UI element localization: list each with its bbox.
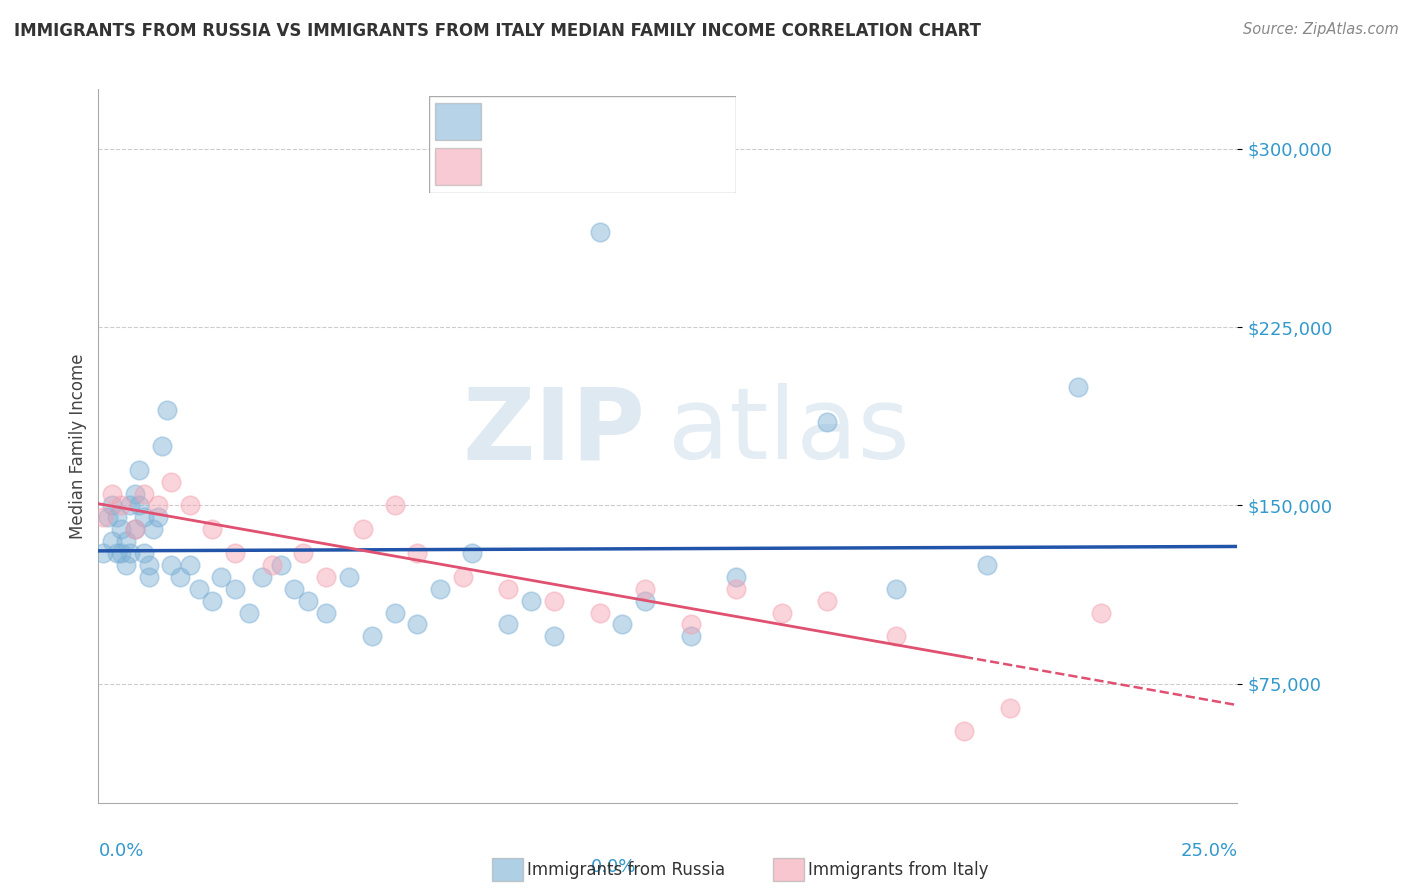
Point (588, 225, 610, 239)
Point (238, 606, 260, 620)
Point (201, 593, 224, 607)
Point (110, 499, 132, 513)
Point (132, 546, 155, 560)
Point (201, 522, 224, 536)
Point (105, 510, 128, 524)
Point (283, 582, 305, 596)
Point (360, 629, 382, 643)
Point (142, 522, 165, 536)
Point (169, 570, 191, 584)
Text: 25.0%: 25.0% (1180, 842, 1237, 860)
Point (138, 558, 160, 572)
Point (160, 475, 183, 489)
Point (252, 570, 274, 584)
Point (953, 724, 976, 739)
Point (120, 499, 142, 513)
Text: atlas: atlas (668, 384, 910, 480)
Point (634, 593, 657, 607)
Point (179, 558, 201, 572)
Point (124, 522, 146, 536)
Point (679, 617, 702, 632)
Point (337, 570, 360, 584)
Point (588, 606, 610, 620)
Point (352, 522, 374, 536)
Point (128, 499, 150, 513)
Text: Immigrants from Italy: Immigrants from Italy (808, 861, 988, 879)
Point (224, 582, 246, 596)
Point (187, 582, 209, 596)
Point (451, 570, 474, 584)
Point (384, 606, 406, 620)
Point (260, 558, 283, 572)
Text: Immigrants from Russia: Immigrants from Russia (527, 861, 725, 879)
Point (110, 522, 132, 536)
Point (884, 582, 907, 596)
Point (1067, 379, 1090, 393)
Y-axis label: Median Family Income: Median Family Income (69, 353, 87, 539)
Point (138, 570, 160, 584)
Text: Source: ZipAtlas.com: Source: ZipAtlas.com (1243, 22, 1399, 37)
Point (520, 593, 543, 607)
Point (101, 534, 124, 549)
Point (1090, 606, 1112, 620)
Text: 0.0%: 0.0% (98, 842, 143, 860)
Point (146, 499, 169, 513)
Point (770, 606, 793, 620)
Point (114, 534, 136, 549)
Point (91, 546, 114, 560)
Point (132, 486, 155, 500)
Point (292, 546, 315, 560)
Point (725, 570, 748, 584)
Point (612, 617, 634, 632)
Point (815, 415, 838, 429)
Point (406, 617, 429, 632)
Point (91, 510, 114, 524)
Point (406, 546, 429, 560)
Point (110, 546, 132, 560)
Point (315, 570, 337, 584)
Point (105, 546, 128, 560)
Point (634, 582, 657, 596)
Point (384, 499, 406, 513)
Text: 0.0%: 0.0% (591, 858, 636, 876)
Point (884, 629, 907, 643)
Point (146, 510, 169, 524)
Point (114, 558, 136, 572)
Point (96, 510, 118, 524)
Point (543, 593, 565, 607)
Text: ZIP: ZIP (463, 384, 645, 480)
Text: IMMIGRANTS FROM RUSSIA VS IMMIGRANTS FROM ITALY MEDIAN FAMILY INCOME CORRELATION: IMMIGRANTS FROM RUSSIA VS IMMIGRANTS FRO… (14, 22, 981, 40)
Point (498, 617, 520, 632)
Point (101, 499, 124, 513)
Point (815, 593, 838, 607)
Point (498, 582, 520, 596)
Point (120, 546, 142, 560)
Point (179, 499, 201, 513)
Point (270, 558, 292, 572)
Point (224, 546, 246, 560)
Point (160, 558, 183, 572)
Point (209, 570, 232, 584)
Point (429, 582, 451, 596)
Point (156, 403, 179, 417)
Point (976, 558, 998, 572)
Point (543, 629, 565, 643)
Point (150, 439, 173, 453)
Point (461, 546, 484, 560)
Point (725, 582, 748, 596)
Point (679, 629, 702, 643)
Point (297, 593, 319, 607)
Point (132, 510, 155, 524)
Point (101, 486, 124, 500)
Point (124, 486, 146, 500)
Point (124, 522, 146, 536)
Point (128, 463, 150, 477)
Point (998, 700, 1021, 714)
Point (315, 606, 337, 620)
